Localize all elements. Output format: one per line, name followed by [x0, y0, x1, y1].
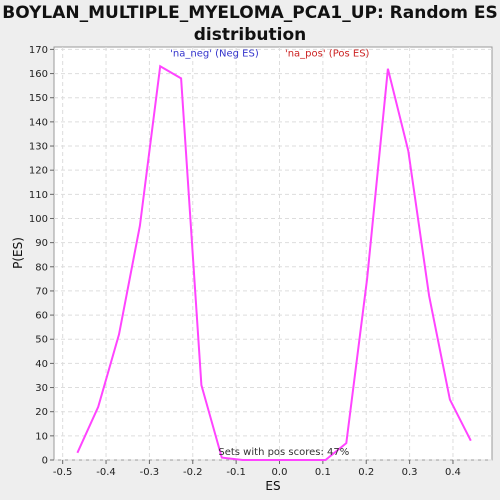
y-tick-label: 170 [29, 45, 48, 56]
annotations: 'na_neg' (Neg ES) 'na_pos' (Pos ES) Sets w… [170, 49, 369, 459]
annotation-label: 'na_pos' (Pos ES) [285, 49, 370, 60]
series-group [76, 64, 472, 461]
x-axis-title: ES [265, 479, 280, 493]
x-tick-label: 0.3 [402, 467, 418, 478]
axes: 0 10 20 30 40 50 60 70 80 90 100 110 120 130 140 150 160… [29, 45, 461, 478]
y-tick-label: 150 [29, 93, 48, 104]
annotation-label: Sets with pos scores: 47% [218, 447, 349, 458]
annotation-label: 'na_neg' (Neg ES) [170, 49, 259, 60]
x-tick-label: -0.1 [226, 467, 246, 478]
chart-title: BOYLAN_MULTIPLE_MYELOMA_PCA1_UP: Random … [0, 2, 500, 46]
chart-title-line-2: distribution [193, 25, 307, 45]
y-tick-label: 120 [29, 166, 48, 177]
y-tick-label: 10 [35, 431, 48, 442]
y-tick-label: 30 [35, 383, 48, 394]
y-tick-label: 20 [35, 407, 48, 418]
x-tick-label: -0.3 [140, 467, 160, 478]
y-tick-label: 140 [29, 117, 48, 128]
x-tick-label: 0.2 [358, 467, 374, 478]
y-tick-label: 0 [42, 456, 48, 467]
y-tick-label: 100 [29, 214, 48, 225]
grid [54, 47, 492, 461]
y-tick-label: 110 [29, 190, 48, 201]
x-tick-label: 0.4 [445, 467, 461, 478]
y-tick-label: 160 [29, 69, 48, 80]
x-tick-label: 0.1 [315, 467, 331, 478]
y-tick-label: 90 [35, 238, 48, 249]
y-axis-title: P(ES) [11, 237, 25, 269]
y-tick-label: 40 [35, 359, 48, 370]
y-tick-label: 60 [35, 311, 48, 322]
y-tick-label: 130 [29, 142, 48, 153]
chart-title-line-1: BOYLAN_MULTIPLE_MYELOMA_PCA1_UP: Random … [2, 3, 498, 23]
x-tick-label: 0.0 [272, 467, 288, 478]
series-line [76, 64, 472, 461]
x-tick-label: -0.2 [183, 467, 203, 478]
y-tick-label: 80 [35, 262, 48, 273]
y-tick-label: 70 [35, 286, 48, 297]
y-tick-label: 50 [35, 335, 48, 346]
x-tick-label: -0.4 [96, 467, 116, 478]
x-tick-label: -0.5 [53, 467, 73, 478]
plot-area [53, 46, 493, 461]
